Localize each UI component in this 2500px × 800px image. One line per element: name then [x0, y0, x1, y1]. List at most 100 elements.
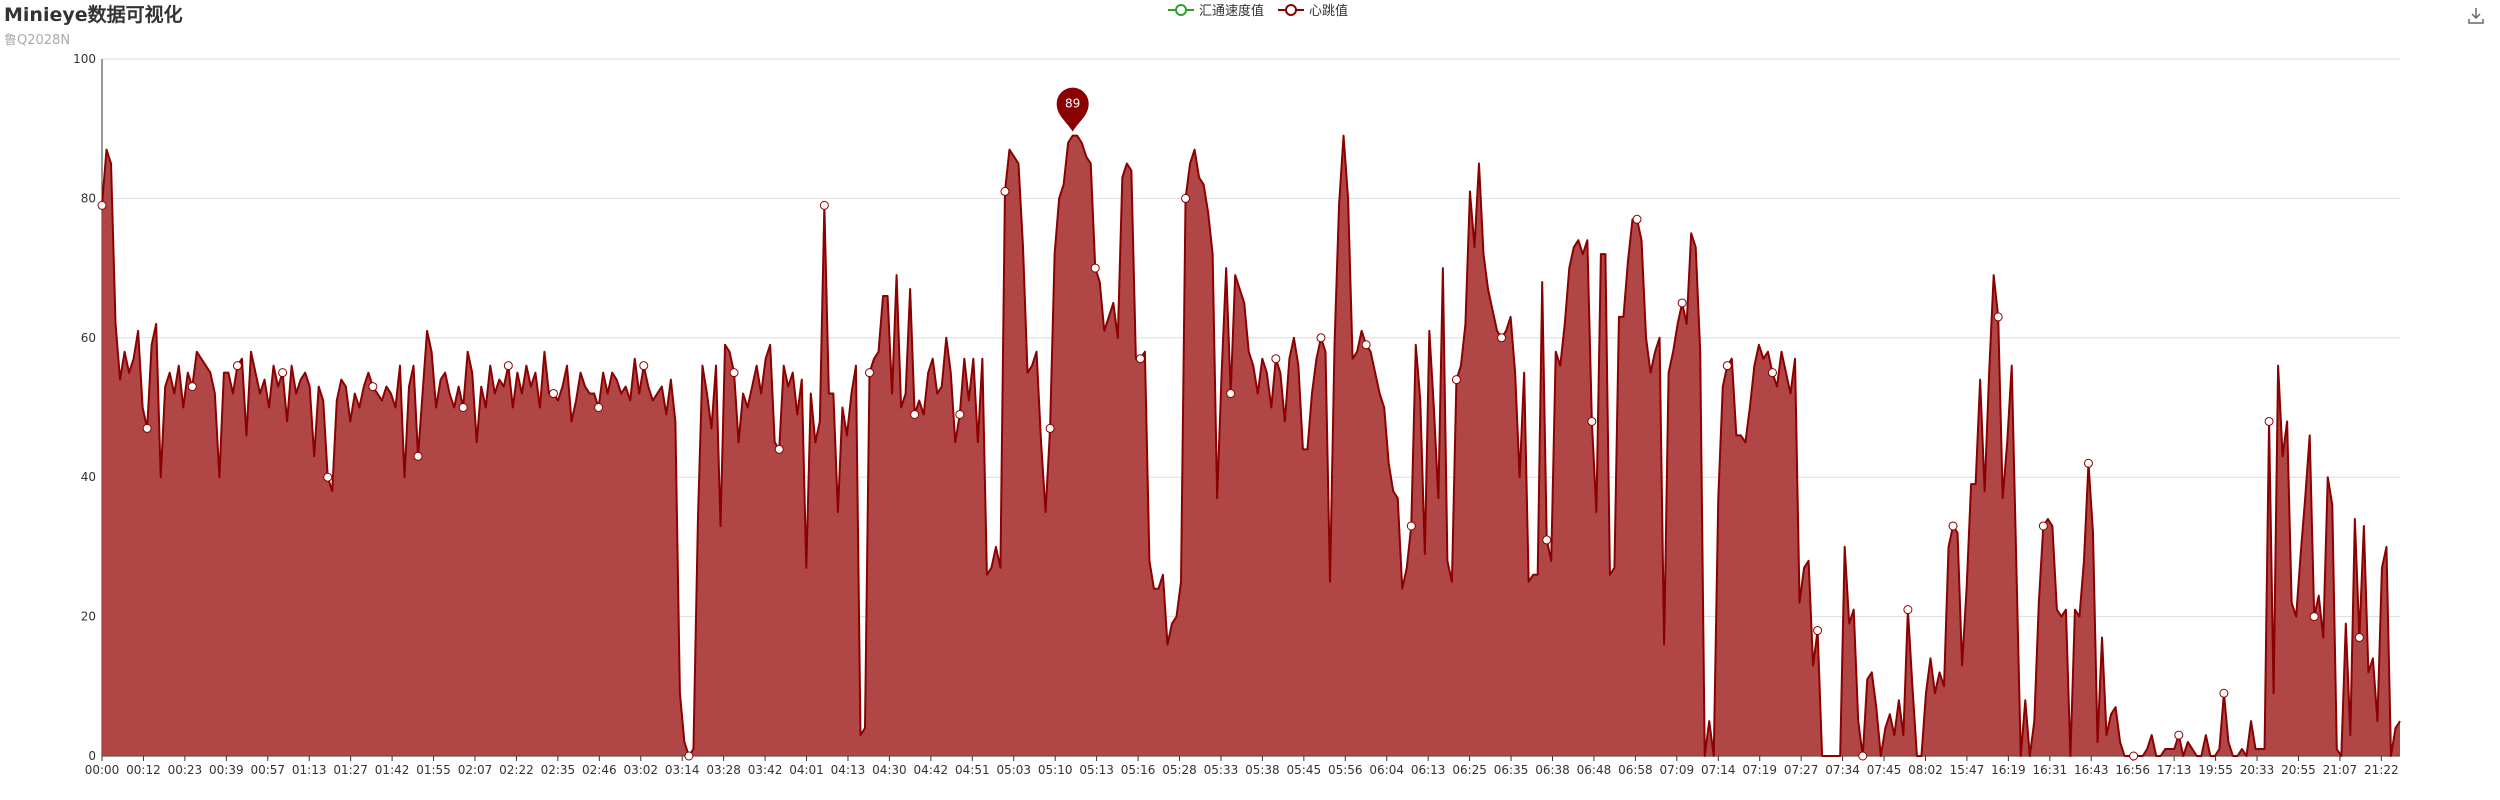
legend-marker-heartbeat: [1278, 3, 1305, 16]
x-tick-label: 20:55: [2281, 763, 2316, 777]
data-point: [1271, 354, 1281, 364]
x-tick-label: 04:42: [914, 763, 949, 777]
x-tick-label: 03:02: [623, 763, 658, 777]
x-tick-label: 05:03: [996, 763, 1031, 777]
data-point: [1181, 193, 1191, 203]
x-tick-label: 04:51: [955, 763, 990, 777]
data-point: [1316, 333, 1326, 343]
data-point: [503, 361, 513, 371]
x-tick-label: 05:33: [1204, 763, 1239, 777]
y-tick-label: 100: [73, 52, 96, 66]
data-point: [232, 361, 242, 371]
x-tick-label: 06:13: [1411, 763, 1446, 777]
x-tick-label: 15:47: [1950, 763, 1985, 777]
x-tick-label: 16:43: [2074, 763, 2109, 777]
data-point: [594, 403, 604, 412]
x-tick-label: 04:13: [831, 763, 866, 777]
data-point: [639, 361, 649, 371]
max-marker-pin[interactable]: 89: [1056, 87, 1089, 132]
data-point: [187, 382, 197, 392]
x-tick-label: 06:25: [1452, 763, 1487, 777]
x-tick-label: 01:13: [292, 763, 327, 777]
x-tick-label: 06:35: [1494, 763, 1529, 777]
legend-label-speed: 汇通速度值: [1199, 4, 1265, 19]
data-point: [97, 200, 107, 210]
data-point: [774, 444, 784, 454]
legend-label-heartbeat: 心跳值: [1309, 4, 1349, 19]
data-point: [729, 368, 739, 378]
x-tick-label: 02:07: [458, 763, 493, 777]
x-tick-label: 19:55: [2198, 763, 2233, 777]
data-point: [413, 451, 423, 461]
data-point: [1632, 214, 1642, 224]
legend-item-speed[interactable]: 汇通速度值: [1168, 0, 1264, 19]
data-point: [368, 382, 378, 392]
series-line-heartbeat: [101, 134, 2401, 757]
x-tick-label: 16:56: [2115, 763, 2150, 777]
data-point: [2309, 612, 2319, 622]
x-tick-label: 05:28: [1162, 763, 1197, 777]
x-tick-label: 06:58: [1618, 763, 1653, 777]
x-tick-label: 04:01: [789, 763, 824, 777]
data-point: [865, 368, 875, 378]
data-point: [1542, 535, 1552, 545]
legend-item-heartbeat[interactable]: 心跳值: [1278, 0, 1348, 19]
x-tick-label: 01:27: [333, 763, 368, 777]
data-point: [1045, 423, 1055, 433]
chart-title: Minieye数据可视化: [4, 4, 183, 26]
series-area-heartbeat: [102, 135, 2400, 757]
data-point: [548, 389, 558, 399]
data-point: [2174, 730, 2184, 740]
x-tick-label: 16:31: [2033, 763, 2068, 777]
x-tick-label: 07:14: [1701, 763, 1736, 777]
data-point: [1451, 375, 1461, 385]
x-tick-label: 05:56: [1328, 763, 1363, 777]
data-point: [2038, 521, 2048, 531]
x-tick-label: 20:33: [2240, 763, 2275, 777]
data-point: [1406, 521, 1416, 531]
x-tick-label: 08:02: [1908, 763, 1943, 777]
x-tick-label: 05:38: [1245, 763, 1280, 777]
data-point: [1497, 333, 1507, 343]
x-tick-label: 21:22: [2364, 763, 2399, 777]
data-point: [2129, 751, 2139, 761]
y-tick-label: 60: [81, 331, 96, 345]
x-tick-label: 05:16: [1121, 763, 1156, 777]
download-icon[interactable]: [2466, 6, 2486, 26]
x-tick-label: 03:14: [665, 763, 700, 777]
x-tick-label: 07:27: [1784, 763, 1819, 777]
x-tick-label: 00:23: [168, 763, 203, 777]
x-tick-label: 03:28: [706, 763, 741, 777]
x-tick-label: 00:00: [85, 763, 120, 777]
x-tick-label: 06:38: [1535, 763, 1570, 777]
data-point: [2219, 688, 2229, 698]
y-tick-label: 40: [81, 470, 96, 484]
data-point: [1948, 521, 1958, 531]
data-point: [458, 403, 468, 412]
x-tick-label: 02:46: [582, 763, 617, 777]
data-point: [2083, 458, 2093, 468]
data-point: [1677, 298, 1687, 308]
x-tick-label: 00:39: [209, 763, 244, 777]
data-point: [910, 409, 920, 419]
data-point: [1813, 626, 1823, 636]
x-tick-label: 06:48: [1577, 763, 1612, 777]
x-tick-label: 01:42: [375, 763, 410, 777]
x-tick-label: 04:30: [872, 763, 907, 777]
max-pin-shape: [1056, 87, 1089, 132]
data-point: [1993, 312, 2003, 322]
x-tick-label: 02:35: [541, 763, 576, 777]
data-point: [1722, 361, 1732, 371]
legend-marker-speed: [1168, 3, 1194, 16]
max-pin-label: 89: [1065, 97, 1080, 111]
x-tick-label: 00:12: [126, 763, 161, 777]
data-point: [1361, 340, 1371, 350]
x-tick-label: 02:22: [499, 763, 534, 777]
legend: 汇通速度值 心跳值: [1168, 0, 1348, 19]
x-tick-label: 07:34: [1825, 763, 1860, 777]
data-point: [1090, 263, 1100, 273]
data-point: [819, 200, 829, 210]
data-point: [1587, 416, 1597, 426]
x-tick-label: 00:57: [250, 763, 285, 777]
x-tick-label: 07:19: [1742, 763, 1777, 777]
